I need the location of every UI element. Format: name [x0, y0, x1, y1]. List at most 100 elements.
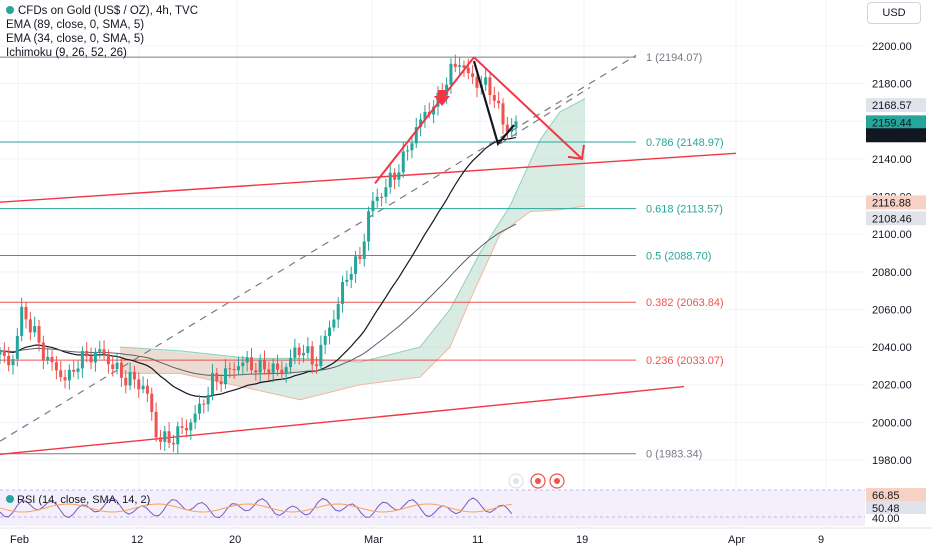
- candle-body: [184, 427, 188, 431]
- time-tick-label: 12: [131, 534, 143, 546]
- candle-body: [132, 371, 136, 380]
- candle-body: [15, 335, 19, 360]
- candle-body: [341, 281, 345, 304]
- event-icons[interactable]: [508, 473, 565, 489]
- candle-body: [449, 63, 453, 85]
- candle-body: [315, 364, 319, 367]
- candle-body: [171, 442, 175, 445]
- candle-body: [492, 95, 496, 101]
- candle-body: [401, 151, 405, 173]
- candle-body: [466, 67, 470, 74]
- currency-button[interactable]: USD: [867, 2, 921, 24]
- candle-body: [219, 381, 223, 385]
- candle-body: [167, 431, 171, 443]
- candle-body: [362, 241, 366, 259]
- time-tick-label: 11: [472, 534, 483, 546]
- candle-body: [63, 377, 67, 381]
- candle-body: [206, 394, 210, 405]
- up-arrow-line: [374, 56, 475, 184]
- price-axis[interactable]: 1980.00 2000.00 2020.00 2040.00 2060.00 2080.…: [866, 41, 926, 525]
- rsi-value-box: [866, 501, 926, 514]
- price-tick-label: 1980.00: [872, 455, 912, 467]
- candle-body: [336, 303, 340, 320]
- rsi-band: [0, 490, 865, 526]
- legend-title-row[interactable]: CFDs on Gold (US$ / OZ), 4h, TVC: [6, 4, 198, 18]
- price-label-text: 2116.88: [872, 197, 911, 209]
- candle-body: [98, 349, 102, 352]
- candle-body: [241, 362, 245, 367]
- grid-lines: [0, 0, 865, 528]
- candle-body: [306, 346, 310, 353]
- candle-body: [445, 84, 449, 96]
- fib-label-1: 1 (2194.07): [646, 52, 702, 64]
- candle-body: [501, 103, 505, 125]
- candle-body: [319, 344, 323, 367]
- candle-body: [28, 319, 32, 333]
- candle-body: [414, 127, 418, 144]
- price-tick-label: 2000.00: [872, 417, 912, 429]
- candle-body: [150, 393, 154, 412]
- candle-body: [46, 356, 50, 361]
- candle-body: [111, 364, 115, 370]
- price-tick-label: 2080.00: [872, 267, 912, 279]
- time-tick-label: 20: [229, 534, 241, 546]
- candle-body: [158, 437, 162, 442]
- candle-body: [497, 100, 501, 104]
- candle-body: [154, 411, 158, 438]
- price-tick-label: 2020.00: [872, 380, 912, 392]
- candle-body: [258, 359, 262, 373]
- candle-body: [33, 326, 37, 333]
- candle-body: [310, 346, 314, 365]
- candle-body: [76, 368, 80, 372]
- candle-body: [462, 65, 466, 68]
- price-tick-label: 2200.00: [872, 41, 912, 53]
- candle-body: [37, 326, 41, 343]
- candle-body: [375, 196, 379, 201]
- candle-body: [297, 347, 301, 356]
- fib-label-0: 0 (1983.34): [646, 449, 702, 461]
- down-marker-icon: [434, 90, 450, 106]
- candle-body: [236, 366, 240, 371]
- time-tick-label: Mar: [364, 534, 383, 546]
- candle-body: [323, 336, 327, 345]
- drawing-arrows[interactable]: [374, 56, 585, 184]
- rsi-status-dot-icon: [6, 495, 14, 503]
- legend-ichimoku[interactable]: Ichimoku (9, 26, 52, 26): [6, 47, 127, 59]
- candle-body: [371, 200, 375, 212]
- cloud-edge: [120, 205, 586, 401]
- legend-ema-89[interactable]: EMA (89, close, 0, SMA, 5): [6, 19, 145, 31]
- time-axis[interactable]: Feb 12 20 Mar 11 19 Apr 9: [0, 527, 932, 546]
- candle-body: [302, 352, 306, 356]
- candle-body: [484, 77, 488, 85]
- candle-body: [397, 172, 401, 180]
- candle-body: [289, 357, 293, 368]
- trend-lines[interactable]: [0, 54, 737, 456]
- candle-body: [328, 327, 332, 337]
- legend-ema-34[interactable]: EMA (34, close, 0, SMA, 5): [6, 33, 145, 45]
- price-tick-label: 2040.00: [872, 342, 912, 354]
- candle-body: [2, 350, 6, 356]
- candle-body: [284, 367, 288, 374]
- candle-body: [223, 368, 227, 385]
- candle-body: [85, 350, 89, 357]
- rsi-pane: [0, 489, 865, 526]
- fibonacci-retracement[interactable]: 1 (2194.07) 0.786 (2148.97) 0.618 (2113.57…: [0, 52, 724, 461]
- candle-body: [176, 426, 180, 445]
- price-tick-label: 2140.00: [872, 154, 912, 166]
- rsi-legend[interactable]: RSI (14, close, SMA, 14, 2): [6, 494, 150, 506]
- candle-body: [102, 349, 106, 354]
- cloud-edge: [119, 98, 586, 363]
- candle-body: [349, 273, 353, 280]
- time-tick-label: Apr: [728, 534, 745, 546]
- price-label-box: [866, 98, 926, 113]
- price-label-text: 2108.46: [872, 213, 912, 225]
- price-label-text: 2152.56: [872, 130, 912, 142]
- fib-label-0.236: 0.236 (2033.07): [646, 355, 724, 367]
- fib-label-0.5: 0.5 (2088.70): [646, 250, 711, 262]
- candle-body: [505, 124, 509, 132]
- price-tick-label: 2180.00: [872, 79, 912, 91]
- fib-label-0.382: 0.382 (2063.84): [646, 297, 724, 309]
- candle-body: [24, 306, 28, 320]
- candle-body: [453, 63, 457, 67]
